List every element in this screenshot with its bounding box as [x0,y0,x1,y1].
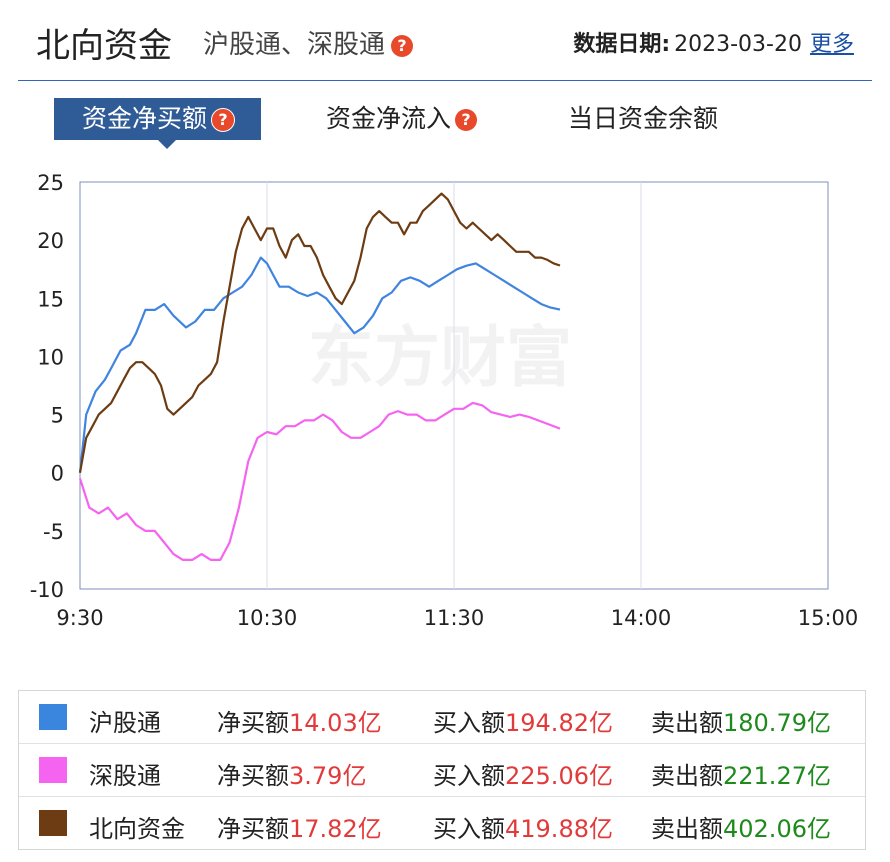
buy-value: 194.82亿 [505,709,613,737]
buy-label: 买入额 [433,815,505,843]
date-label: 数据日期: [573,32,671,57]
help-icon[interactable]: ? [391,34,414,57]
net-buy-stat: 净买额3.79亿 [217,756,366,791]
buy-value: 225.06亿 [505,762,613,790]
active-tab-caret [158,140,176,149]
x-tick-label: 10:30 [237,606,298,630]
watermark-text: 东方财富 [308,319,572,396]
y-tick-label: 15 [37,287,64,311]
more-link[interactable]: 更多 [809,32,854,57]
tab-net-inflow[interactable]: 资金净流入? [326,98,478,140]
series-swatch [39,757,67,783]
header-divider [18,80,872,81]
series-name: 沪股通 [89,709,161,737]
series-swatch [39,704,67,730]
tab-label: 资金净买额 [82,104,208,133]
net-buy-value: 3.79亿 [289,762,367,790]
buy-stat: 买入额194.82亿 [433,703,613,738]
date-value: 2023-03-20 [674,32,802,57]
series-name: 深股通 [89,762,161,790]
legend-row: 北向资金 净买额17.82亿 买入额419.88亿 卖出额402.06亿 [19,796,865,849]
buy-stat: 买入额419.88亿 [433,809,613,844]
tab-label: 当日资金余额 [568,104,719,133]
sell-stat: 卖出额221.27亿 [651,756,831,791]
net-buy-stat: 净买额14.03亿 [217,703,382,738]
header: 北向资金 沪股通、深股通? 数据日期: 2023-03-20 更多 [0,0,890,81]
tab-net-buy[interactable]: 资金净买额? [54,98,262,140]
x-tick-label: 14:00 [611,606,672,630]
x-tick-label: 9:30 [56,606,103,630]
y-tick-label: 0 [51,462,64,486]
y-tick-label: -10 [30,578,64,602]
series-line [78,192,561,473]
net-buy-value: 17.82亿 [289,815,382,843]
sell-stat: 卖出额402.06亿 [651,809,831,844]
net-buy-label: 净买额 [217,709,289,737]
sell-value: 221.27亿 [723,762,831,790]
help-icon[interactable]: ? [211,108,236,132]
y-tick-label: 10 [37,345,64,369]
tab-daily-balance[interactable]: 当日资金余额 [568,98,718,140]
series-name: 北向资金 [89,815,185,843]
y-tick-label: 20 [37,229,64,253]
y-tick-label: -5 [43,520,64,544]
legend-row: 深股通 净买额3.79亿 买入额225.06亿 卖出额221.27亿 [19,743,865,796]
sell-stat: 卖出额180.79亿 [651,703,831,738]
sell-label: 卖出额 [651,709,723,737]
series-line [78,256,561,473]
sell-value: 180.79亿 [723,709,831,737]
subtitle-text: 沪股通、深股通 [203,30,386,60]
help-icon[interactable]: ? [455,109,478,131]
tab-label: 资金净流入 [326,104,452,133]
net-buy-label: 净买额 [217,762,289,790]
sell-label: 卖出额 [651,762,723,790]
y-tick-label: 25 [37,171,64,195]
legend-row: 沪股通 净买额14.03亿 买入额194.82亿 卖出额180.79亿 [19,691,865,743]
page-subtitle: 沪股通、深股通? [203,24,414,61]
buy-stat: 买入额225.06亿 [433,756,613,791]
net-buy-label: 净买额 [217,815,289,843]
net-buy-stat: 净买额17.82亿 [217,809,382,844]
sell-value: 402.06亿 [723,815,831,843]
buy-value: 419.88亿 [505,815,613,843]
series-swatch [39,810,67,836]
y-tick-label: 5 [51,404,64,428]
tab-bar: 资金净买额? 资金净流入? 当日资金余额 [54,98,814,149]
net-buy-value: 14.03亿 [289,709,382,737]
series-line [78,401,561,561]
legend-table: 沪股通 净买额14.03亿 买入额194.82亿 卖出额180.79亿 深股通 … [18,690,866,850]
buy-label: 买入额 [433,762,505,790]
x-tick-label: 15:00 [798,606,859,630]
net-buy-chart: 东方财富 9:30 10:30 11:30 14:00 15:00 25 20 15 10 5 0 -5… [30,171,859,630]
page-title: 北向资金 [36,26,172,66]
data-date: 数据日期: 2023-03-20 更多 [573,26,854,58]
x-tick-label: 11:30 [424,606,485,630]
sell-label: 卖出额 [651,815,723,843]
buy-label: 买入额 [433,709,505,737]
